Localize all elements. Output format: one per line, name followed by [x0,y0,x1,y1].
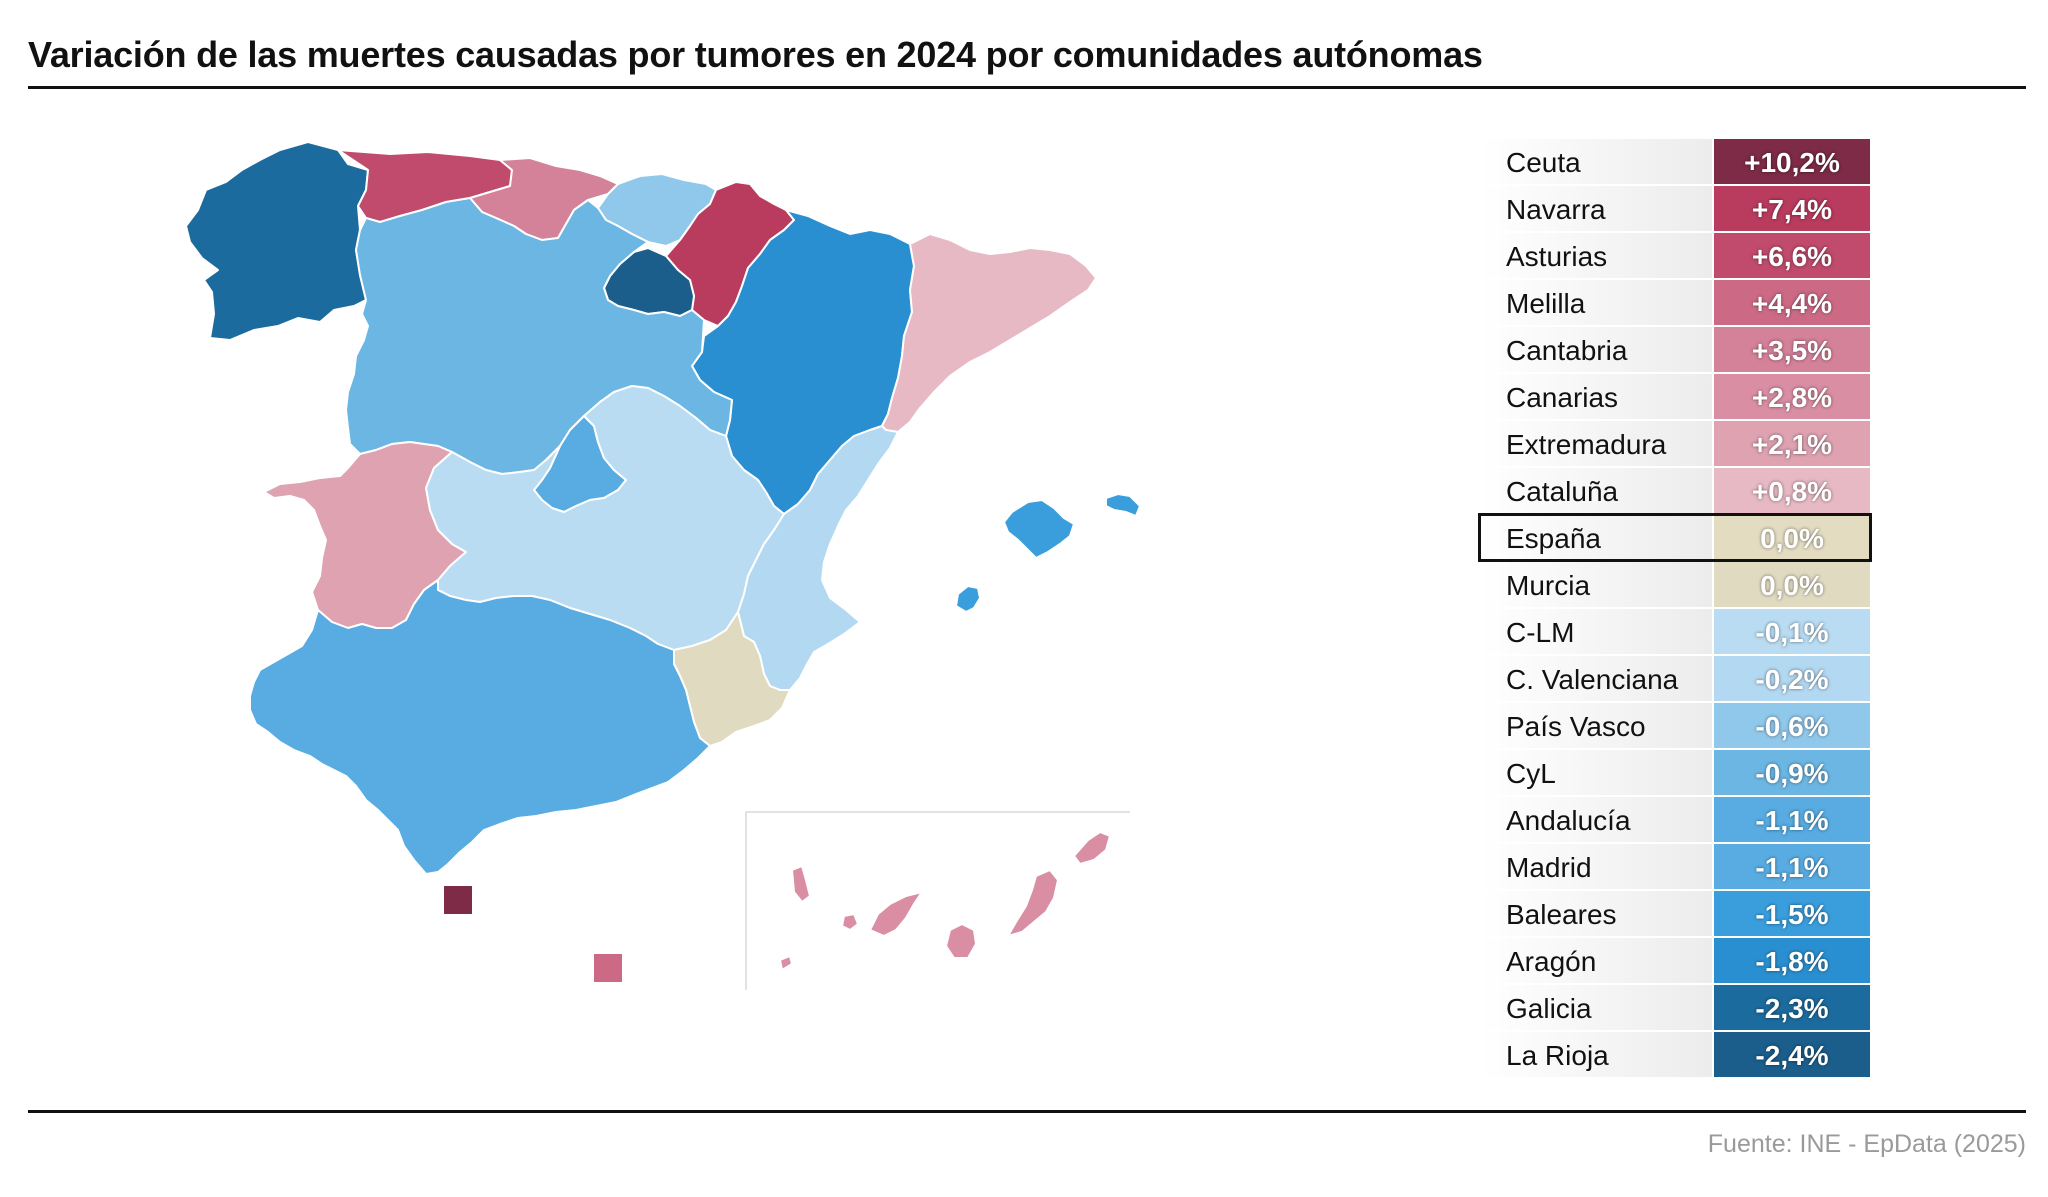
table-row: Navarra +7,4% [1480,186,1870,231]
region-name: Cataluña [1480,468,1712,513]
region-name: Galicia [1480,985,1712,1030]
region-name: CyL [1480,750,1712,795]
variation-value: -2,4% [1714,1032,1870,1077]
source-note: Fuente: INE - EpData (2025) [1707,1130,2026,1158]
region-name: C-LM [1480,609,1712,654]
region-canarias-hierro[interactable] [779,955,793,971]
region-canarias-tenerife[interactable] [869,891,923,937]
variation-value: +7,4% [1714,186,1870,231]
region-name: Extremadura [1480,421,1712,466]
region-canarias-fuerteventura[interactable] [1007,869,1059,937]
region-name: Murcia [1480,562,1712,607]
region-name: Melilla [1480,280,1712,325]
page-title: Variación de las muertes causadas por tu… [28,34,1483,75]
variation-value: +3,5% [1714,327,1870,372]
spain-map [185,141,1141,990]
variation-value: -1,1% [1714,844,1870,889]
table-row: Canarias +2,8% [1480,374,1870,419]
variation-value: -0,9% [1714,750,1870,795]
region-name: Baleares [1480,891,1712,936]
region-name: Madrid [1480,844,1712,889]
region-name: C. Valenciana [1480,656,1712,701]
variation-value: 0,0% [1714,515,1870,560]
variation-value: +6,6% [1714,233,1870,278]
region-andalucia[interactable] [249,579,711,875]
variation-value: -1,5% [1714,891,1870,936]
variation-value: -1,1% [1714,797,1870,842]
table-row: Ceuta +10,2% [1480,139,1870,184]
variation-value: 0,0% [1714,562,1870,607]
table-row: Aragón -1,8% [1480,938,1870,983]
table-row: Cantabria +3,5% [1480,327,1870,372]
variation-value: -2,3% [1714,985,1870,1030]
region-canarias-grancanaria[interactable] [945,923,977,959]
table-row: Asturias +6,6% [1480,233,1870,278]
title-divider [28,86,2026,89]
table-row: CyL -0,9% [1480,750,1870,795]
region-canarias-lagomera[interactable] [841,913,859,931]
table-row: C-LM -0,1% [1480,609,1870,654]
region-name: España [1480,515,1712,560]
variation-value: +10,2% [1714,139,1870,184]
region-name: Asturias [1480,233,1712,278]
region-name: Cantabria [1480,327,1712,372]
footer-divider [28,1110,2026,1113]
region-name: Andalucía [1480,797,1712,842]
ranking-table: Ceuta +10,2% Navarra +7,4% Asturias +6,6% Meli… [1478,139,1872,1079]
variation-value: +2,8% [1714,374,1870,419]
region-galicia[interactable] [185,141,369,341]
table-row: Cataluña +0,8% [1480,468,1870,513]
region-name: Aragón [1480,938,1712,983]
region-baleares-ibiza[interactable] [955,585,981,613]
variation-value: +4,4% [1714,280,1870,325]
variation-value: -1,8% [1714,938,1870,983]
table-row: Madrid -1,1% [1480,844,1870,889]
table-row: C. Valenciana -0,2% [1480,656,1870,701]
region-name: País Vasco [1480,703,1712,748]
region-name: Ceuta [1480,139,1712,184]
table-row: Baleares -1,5% [1480,891,1870,936]
region-name: La Rioja [1480,1032,1712,1077]
table-row: España 0,0% [1478,513,1872,562]
canarias-inset-frame [745,811,1130,990]
region-melilla[interactable] [594,954,622,982]
variation-value: -0,1% [1714,609,1870,654]
region-baleares-menorca[interactable] [1105,493,1141,517]
table-row: Extremadura +2,1% [1480,421,1870,466]
region-name: Canarias [1480,374,1712,419]
table-row: País Vasco -0,6% [1480,703,1870,748]
table-row: Andalucía -1,1% [1480,797,1870,842]
region-canarias-lapalma[interactable] [791,865,811,903]
table-row: Melilla +4,4% [1480,280,1870,325]
table-row: Galicia -2,3% [1480,985,1870,1030]
region-ceuta[interactable] [444,886,472,914]
table-row: Murcia 0,0% [1480,562,1870,607]
variation-value: +2,1% [1714,421,1870,466]
region-baleares-mallorca[interactable] [1003,499,1075,559]
variation-value: -0,6% [1714,703,1870,748]
region-cataluna[interactable] [881,233,1097,433]
region-canarias-lanzarote[interactable] [1073,831,1111,865]
variation-value: -0,2% [1714,656,1870,701]
variation-value: +0,8% [1714,468,1870,513]
region-name: Navarra [1480,186,1712,231]
table-row: La Rioja -2,4% [1480,1032,1870,1077]
